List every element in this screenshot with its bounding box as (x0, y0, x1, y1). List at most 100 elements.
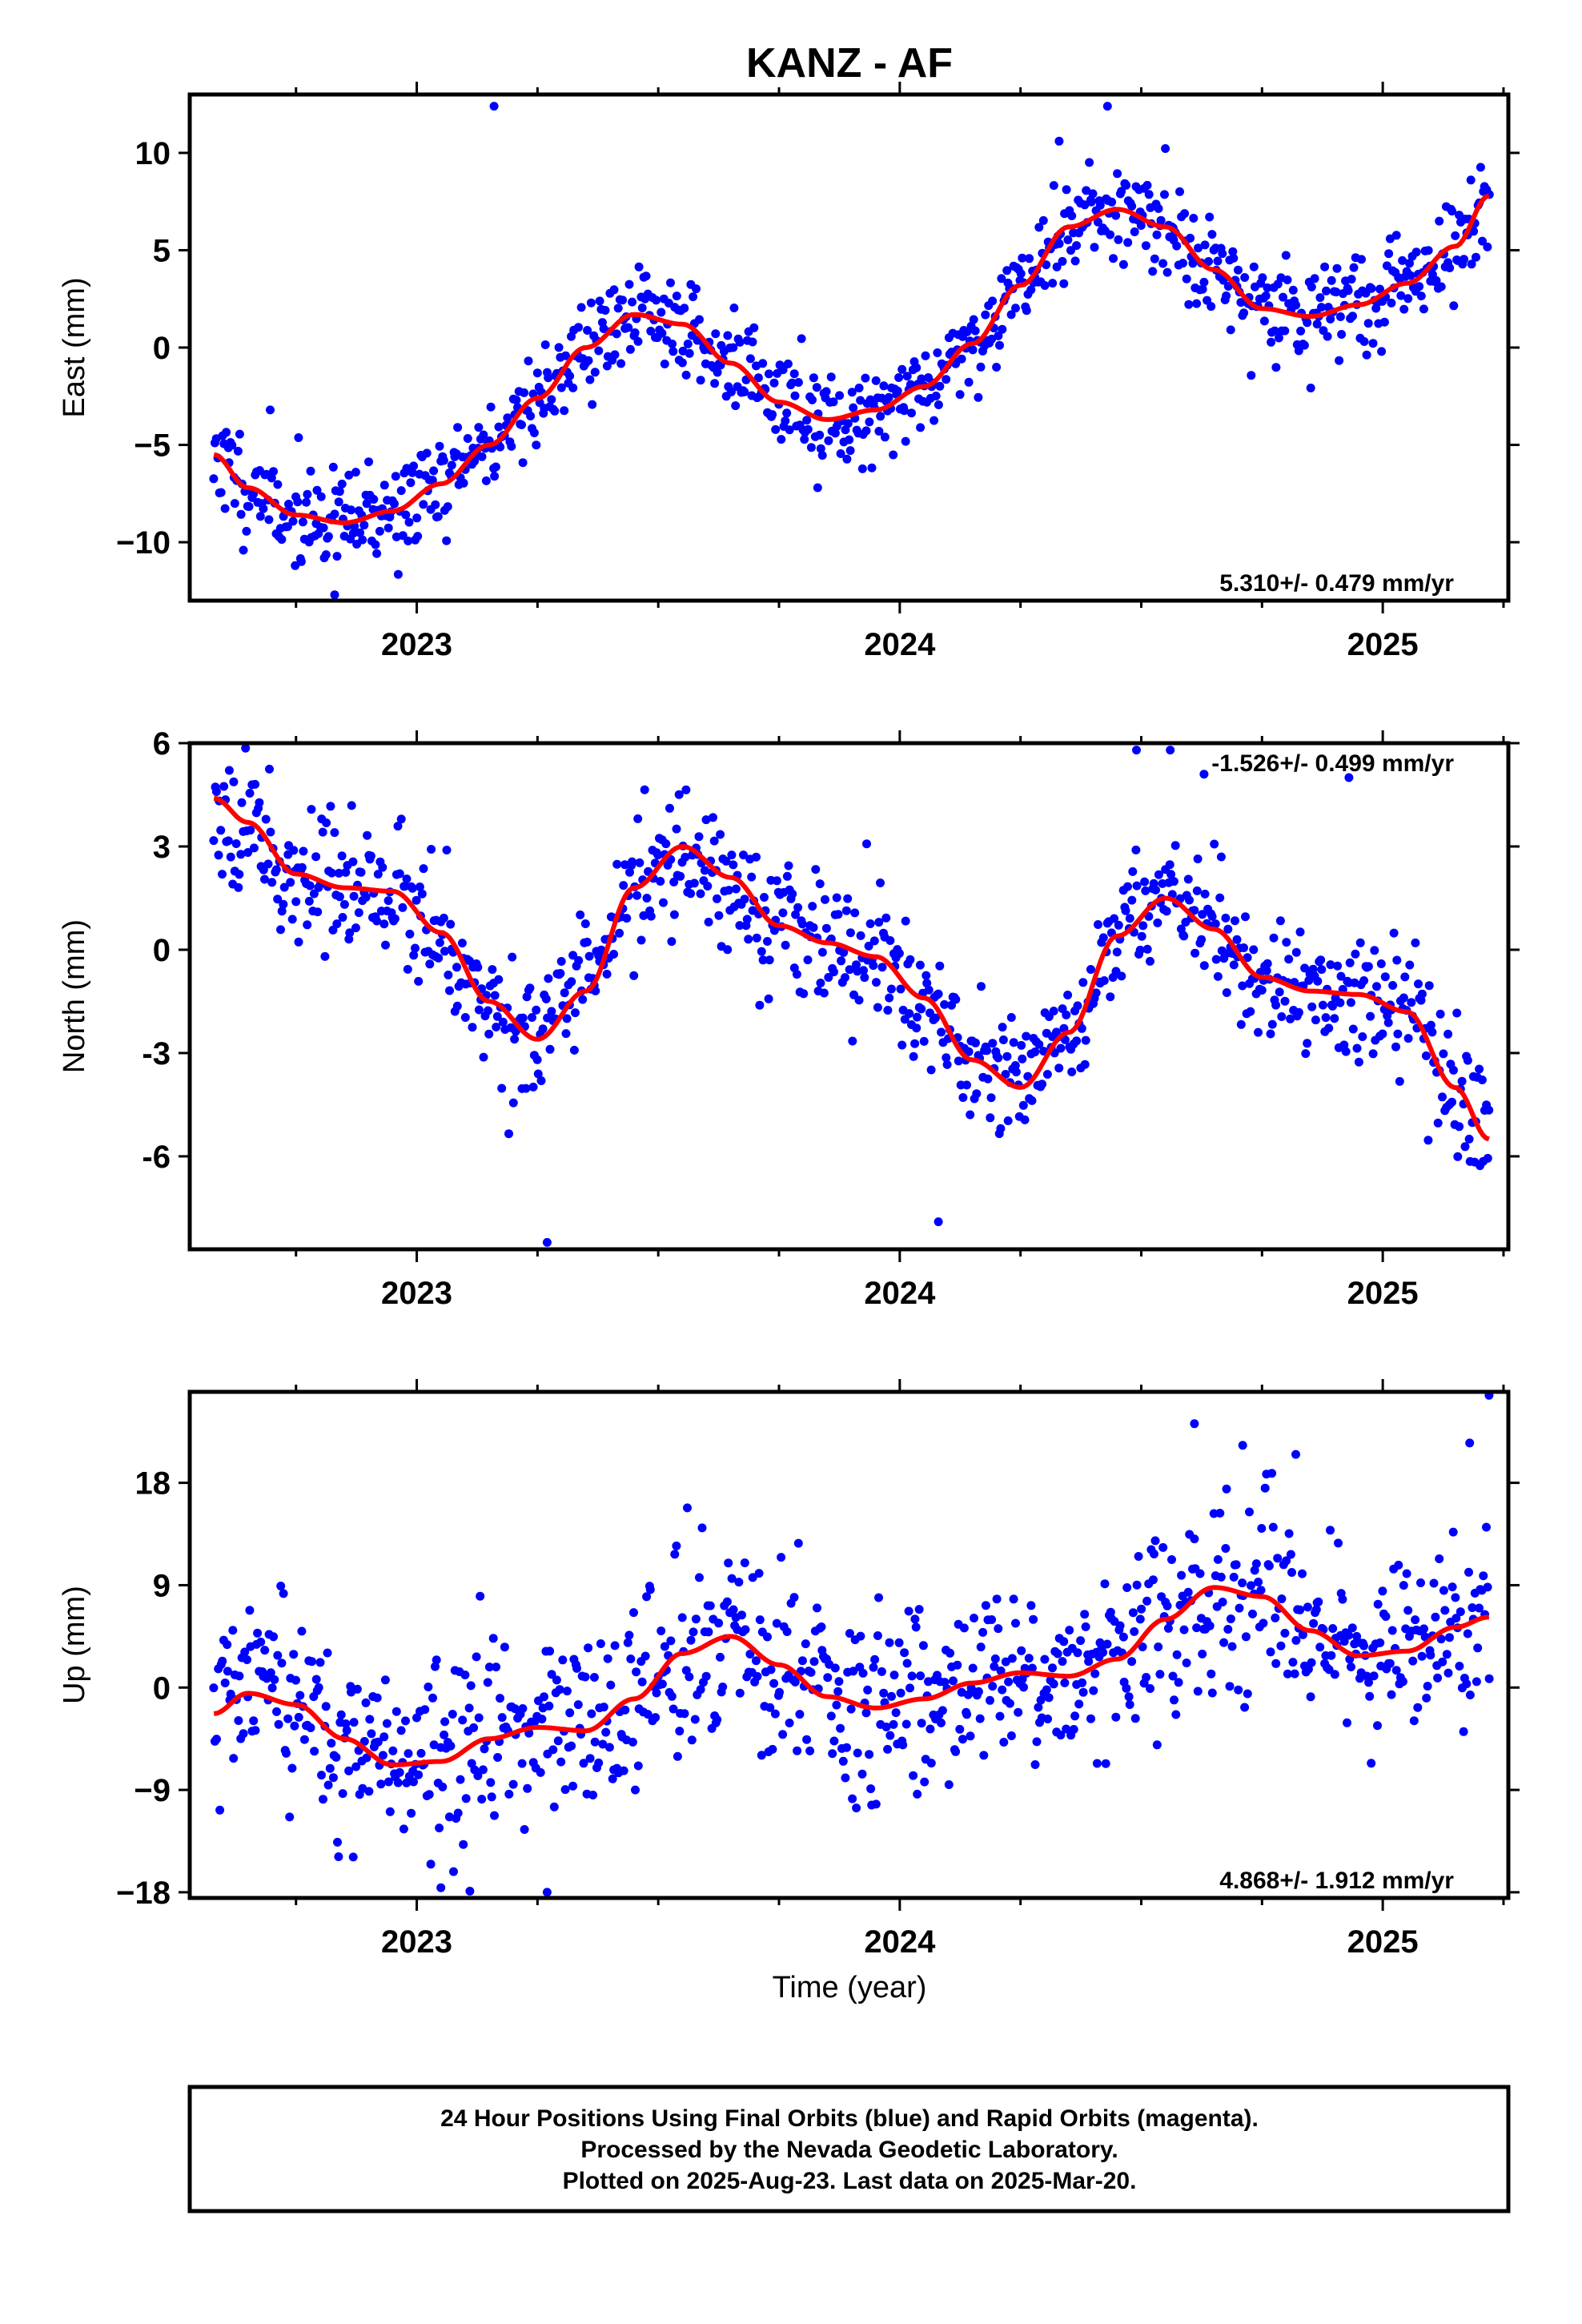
data-point (1114, 235, 1123, 244)
data-point (661, 839, 671, 849)
data-point (975, 1714, 985, 1723)
data-point (271, 865, 281, 875)
data-point (910, 1039, 920, 1048)
data-point (856, 396, 865, 405)
data-point (842, 1743, 851, 1752)
data-point (803, 424, 813, 434)
data-point (424, 1683, 433, 1691)
data-point (396, 814, 406, 824)
data-point (259, 504, 268, 513)
data-point (964, 1047, 974, 1056)
data-point (1020, 1115, 1030, 1124)
data-point (998, 1023, 1007, 1032)
data-point (1215, 893, 1225, 903)
data-point (269, 1632, 279, 1642)
data-point (1475, 1064, 1484, 1074)
data-point (1439, 1049, 1448, 1059)
data-point (545, 1647, 555, 1656)
data-point (866, 1784, 876, 1794)
data-point (1435, 216, 1444, 226)
data-point (793, 1538, 803, 1548)
data-point (744, 935, 753, 944)
data-point (987, 334, 997, 344)
data-point (996, 1124, 1006, 1133)
data-point (889, 450, 898, 460)
data-point (629, 1608, 638, 1618)
data-point (1387, 1690, 1396, 1699)
data-point (588, 400, 597, 409)
data-point (1352, 1043, 1362, 1053)
data-point (1473, 1643, 1483, 1653)
data-point (646, 911, 656, 921)
data-point (1062, 1724, 1071, 1734)
data-point (1280, 326, 1290, 336)
data-point (1001, 1657, 1010, 1667)
data-point (1362, 350, 1371, 360)
data-point (1295, 1605, 1305, 1614)
data-point (1014, 1707, 1023, 1717)
data-point (409, 461, 419, 471)
data-point (528, 1013, 536, 1022)
data-point (347, 801, 356, 810)
data-point (294, 1712, 303, 1722)
data-point (260, 875, 269, 884)
data-point (1098, 1647, 1108, 1657)
data-point (783, 359, 793, 368)
data-point (1086, 1714, 1095, 1723)
data-point (680, 304, 689, 313)
data-point (1142, 180, 1152, 190)
data-point (1190, 1534, 1199, 1544)
data-point (809, 373, 818, 383)
data-point (469, 1723, 479, 1732)
data-point (1038, 1080, 1047, 1089)
data-point (1128, 1608, 1138, 1618)
data-point (1225, 1682, 1235, 1691)
data-point (1456, 1607, 1465, 1617)
data-point (553, 1736, 563, 1746)
data-point (1086, 197, 1096, 207)
data-point (322, 818, 331, 827)
data-point (399, 1824, 408, 1834)
data-point (508, 1779, 518, 1789)
data-point (1135, 1614, 1145, 1624)
data-point (1036, 1695, 1046, 1705)
data-point (209, 1683, 219, 1693)
data-point (580, 919, 590, 928)
data-point (236, 850, 246, 859)
data-point (789, 369, 799, 379)
data-point (1403, 1606, 1413, 1615)
data-point (883, 1744, 893, 1754)
data-point (917, 1719, 926, 1728)
data-point (332, 552, 342, 561)
data-point (431, 1662, 440, 1671)
data-point (1089, 1686, 1098, 1695)
data-point (319, 523, 328, 533)
data-point (1343, 286, 1353, 296)
data-point (1162, 907, 1171, 916)
data-point (889, 1671, 899, 1680)
data-point (395, 1767, 404, 1777)
data-point (1166, 870, 1176, 879)
data-point (1090, 243, 1099, 252)
data-point (1411, 247, 1421, 257)
data-point (944, 1780, 954, 1789)
data-point (1131, 845, 1141, 854)
data-point (874, 918, 884, 927)
data-point (781, 940, 790, 950)
data-point (896, 1688, 905, 1698)
data-point (824, 973, 833, 982)
data-point (1156, 215, 1166, 225)
data-point (797, 1656, 807, 1666)
data-point (910, 1614, 920, 1624)
data-point (1191, 948, 1200, 958)
data-point (518, 1704, 528, 1713)
data-point (1413, 1703, 1423, 1712)
data-point (935, 961, 945, 971)
data-point (1443, 1029, 1453, 1039)
data-point (1463, 1629, 1472, 1638)
data-point (790, 391, 800, 400)
data-point (1395, 1076, 1404, 1086)
data-point (1370, 946, 1379, 955)
data-point (362, 499, 371, 509)
data-point (282, 1748, 291, 1758)
